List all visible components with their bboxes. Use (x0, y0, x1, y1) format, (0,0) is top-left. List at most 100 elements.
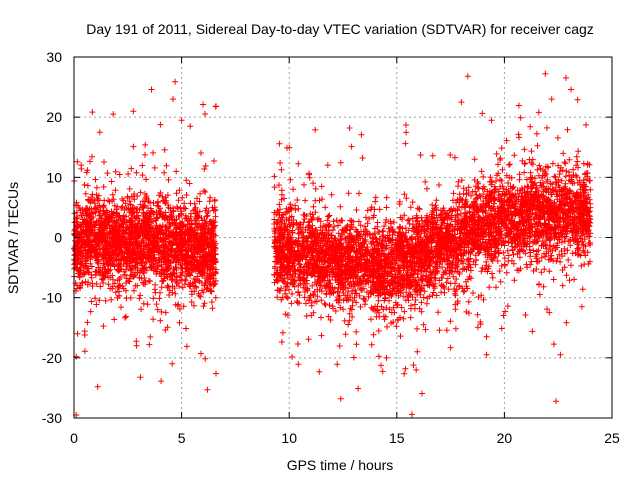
data-point (342, 331, 349, 338)
data-point (93, 301, 100, 308)
data-point (74, 330, 81, 337)
data-point (407, 204, 414, 211)
data-point (211, 206, 218, 213)
data-point (400, 315, 407, 322)
data-point (112, 168, 119, 175)
data-point (383, 204, 390, 211)
data-point (571, 276, 578, 283)
data-point (130, 143, 137, 150)
data-point (176, 319, 183, 326)
data-point (493, 150, 500, 157)
data-point (450, 190, 457, 197)
data-point (324, 162, 331, 169)
data-point (191, 302, 197, 309)
data-point (575, 148, 582, 155)
data-point (276, 140, 283, 147)
data-point (375, 353, 382, 360)
data-point (536, 291, 543, 298)
data-point (517, 114, 524, 121)
data-point (183, 343, 190, 350)
data-point (489, 274, 496, 281)
data-point (108, 178, 115, 185)
data-point (198, 150, 204, 156)
data-point (305, 336, 312, 343)
data-point (503, 269, 510, 276)
data-point (564, 247, 571, 254)
data-point (126, 278, 133, 285)
data-point (137, 201, 144, 208)
data-point (157, 317, 164, 324)
data-point (179, 194, 186, 201)
data-point (82, 190, 89, 197)
data-point (529, 156, 536, 163)
data-point (136, 206, 143, 213)
data-point (96, 297, 103, 304)
data-point (383, 304, 390, 311)
data-point (136, 295, 143, 302)
data-point (452, 325, 459, 332)
data-point (130, 108, 137, 115)
data-point (325, 213, 332, 220)
data-point (87, 308, 94, 315)
data-point (157, 121, 164, 128)
data-point (196, 198, 203, 205)
data-point (366, 215, 373, 222)
data-point (368, 341, 375, 348)
data-point (407, 314, 414, 321)
data-point (568, 262, 574, 269)
data-point (353, 328, 360, 335)
data-point (133, 209, 140, 216)
data-point (573, 153, 580, 160)
data-point (126, 198, 133, 205)
data-point (310, 180, 317, 187)
data-point (136, 274, 143, 281)
data-point (76, 274, 83, 281)
data-point (401, 308, 408, 315)
data-point (131, 287, 137, 294)
data-point (179, 284, 186, 291)
data-point (81, 181, 88, 188)
data-point (127, 295, 134, 301)
data-point (550, 276, 557, 283)
data-point (123, 313, 129, 320)
data-point (139, 162, 146, 169)
data-point (137, 189, 144, 196)
data-point (173, 168, 180, 175)
data-point (158, 284, 165, 291)
data-point (152, 289, 159, 296)
data-point (559, 282, 566, 289)
data-point (384, 323, 390, 330)
data-point (166, 292, 172, 298)
data-point (133, 169, 140, 176)
data-point (201, 166, 208, 172)
data-point (110, 111, 117, 118)
data-point (165, 202, 172, 208)
data-point (137, 374, 144, 381)
data-point (353, 341, 360, 348)
data-point (506, 161, 513, 168)
data-point (203, 213, 210, 220)
data-point (208, 299, 215, 305)
data-point (202, 162, 209, 169)
data-point (445, 286, 452, 293)
data-point (151, 286, 158, 293)
data-point (504, 303, 511, 310)
data-point (114, 294, 121, 301)
data-point (350, 354, 357, 361)
data-point (379, 368, 386, 375)
data-point (279, 329, 286, 336)
data-point (74, 158, 81, 165)
data-point (308, 302, 315, 309)
data-point (376, 313, 383, 320)
data-point (168, 276, 175, 283)
data-point (102, 297, 109, 304)
data-point (176, 306, 183, 312)
data-point (380, 227, 387, 234)
data-point (497, 176, 504, 183)
data-point (312, 185, 319, 192)
data-point (534, 258, 541, 265)
data-point (183, 325, 189, 332)
data-point (200, 187, 207, 194)
data-point (118, 304, 124, 311)
data-point (122, 314, 128, 321)
